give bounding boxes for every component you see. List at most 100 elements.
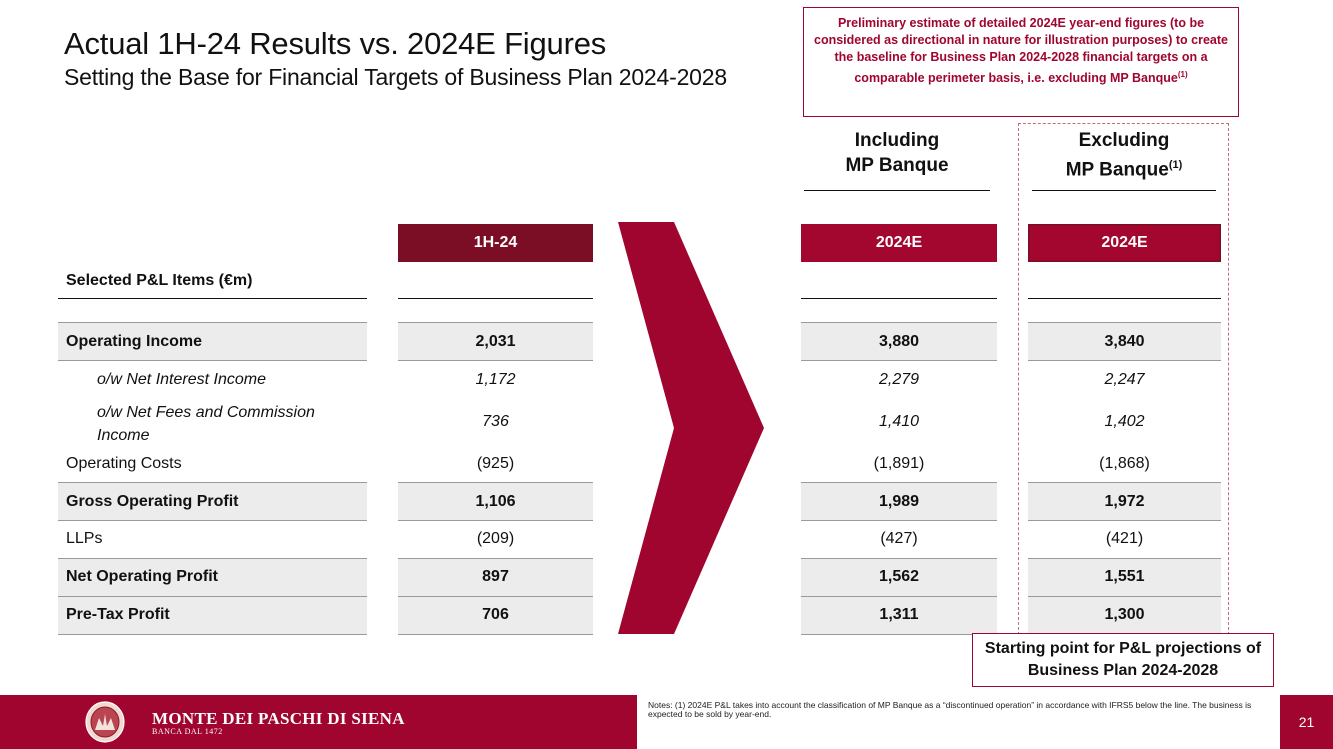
- cell-1h24: 1,172: [475, 371, 516, 388]
- excluding-header-text: MP Banque: [1065, 159, 1169, 181]
- including-header-rule: [804, 190, 990, 191]
- row-label-operating-costs: Operating Costs: [66, 455, 182, 472]
- page-number: 21: [1280, 695, 1333, 749]
- cell-2024e-excl: 3,840: [1104, 333, 1145, 350]
- row-separator: [398, 634, 593, 635]
- row-shade: [398, 559, 593, 596]
- row-label-net-interest-income: o/w Net Interest Income: [97, 371, 266, 388]
- row-separator: [58, 634, 367, 635]
- cell-1h24: 2,031: [475, 333, 516, 350]
- row-separator: [1028, 558, 1221, 559]
- row-shade: [58, 483, 367, 520]
- cell-1h24: 736: [482, 413, 509, 430]
- excluding-header-line2: MP Banque(1): [1032, 153, 1216, 182]
- row-label-pre-tax-profit: Pre-Tax Profit: [66, 606, 170, 623]
- starting-point-line2: Business Plan 2024-2028: [1027, 662, 1219, 679]
- column-header-2024e-excl: 2024E: [1028, 224, 1221, 262]
- cell-1h24: 1,106: [475, 493, 516, 510]
- row-separator: [1028, 360, 1221, 361]
- cell-2024e-incl: (1,891): [873, 455, 925, 472]
- starting-point-line1: Starting point for P&L projections of: [984, 640, 1262, 657]
- including-header-line1: Including: [854, 130, 940, 151]
- brand-subtitle: BANCA DAL 1472: [152, 727, 223, 736]
- row-separator: [1028, 520, 1221, 521]
- row-shade: [398, 483, 593, 520]
- cell-2024e-excl: (421): [1105, 530, 1144, 547]
- row-shade: [801, 597, 997, 634]
- excluding-mp-banque-header: Excluding MP Banque(1): [1032, 128, 1216, 182]
- row-shade: [1028, 597, 1221, 634]
- row-shade: [398, 597, 593, 634]
- column-header-1h24: 1H-24: [398, 224, 593, 262]
- row-separator: [1028, 596, 1221, 597]
- row-separator: [398, 596, 593, 597]
- callout-footnote-ref: (1): [1177, 70, 1188, 79]
- section-rule-label: [58, 298, 367, 299]
- row-shade: [801, 323, 997, 360]
- cell-2024e-incl: 1,311: [879, 606, 919, 623]
- row-separator: [1028, 322, 1221, 323]
- chevron-right-icon: [618, 222, 764, 634]
- section-rule-1h24: [398, 298, 593, 299]
- cell-2024e-excl: 1,300: [1104, 606, 1145, 623]
- footnote: Notes: (1) 2024E P&L takes into account …: [648, 700, 1252, 719]
- row-separator: [398, 322, 593, 323]
- row-separator: [801, 520, 997, 521]
- row-separator: [58, 596, 367, 597]
- cell-2024e-incl: 1,989: [878, 493, 920, 510]
- row-separator: [58, 482, 367, 483]
- including-mp-banque-header: Including MP Banque: [804, 128, 990, 178]
- page-title: Actual 1H-24 Results vs. 2024E Figures: [64, 26, 607, 61]
- row-label-llps: LLPs: [66, 530, 103, 547]
- cell-2024e-incl: 2,279: [878, 371, 920, 388]
- row-shade: [801, 559, 997, 596]
- section-label: Selected P&L Items (€m): [66, 272, 253, 289]
- row-label-gross-operating-profit: Gross Operating Profit: [66, 493, 239, 510]
- section-rule-incl: [801, 298, 997, 299]
- row-shade: [1028, 323, 1221, 360]
- row-separator: [398, 520, 593, 521]
- cell-2024e-incl: 1,562: [878, 568, 920, 585]
- row-separator: [801, 634, 997, 635]
- cell-1h24: 706: [482, 606, 509, 623]
- excluding-header-rule: [1032, 190, 1216, 191]
- cell-1h24: (209): [476, 530, 515, 547]
- row-label-operating-income: Operating Income: [66, 333, 203, 350]
- row-separator: [58, 558, 367, 559]
- row-separator: [801, 360, 997, 361]
- row-shade: [58, 597, 367, 634]
- row-shade: [398, 323, 593, 360]
- row-label-net-fees: o/w Net Fees and Commission Income: [97, 404, 315, 444]
- row-separator: [398, 558, 593, 559]
- row-shade: [58, 559, 367, 596]
- row-separator: [398, 482, 593, 483]
- cell-2024e-excl: 1,972: [1104, 493, 1145, 510]
- callout-text: Preliminary estimate of detailed 2024E y…: [814, 16, 1228, 86]
- cell-2024e-incl: 1,410: [878, 413, 920, 430]
- column-header-2024e-incl: 2024E: [801, 224, 997, 262]
- cell-2024e-incl: 3,880: [878, 333, 920, 350]
- row-label-net-operating-profit: Net Operating Profit: [66, 568, 219, 585]
- bank-seal-logo: [85, 701, 125, 743]
- row-separator: [801, 596, 997, 597]
- row-separator: [58, 360, 367, 361]
- row-separator: [398, 360, 593, 361]
- row-separator: [801, 322, 997, 323]
- row-shade: [1028, 559, 1221, 596]
- cell-2024e-excl: 1,402: [1104, 413, 1145, 430]
- row-shade: [801, 483, 997, 520]
- row-separator: [58, 520, 367, 521]
- cell-1h24: 897: [482, 568, 509, 585]
- brand-name: MONTE DEI PASCHI DI SIENA: [152, 709, 405, 728]
- cell-2024e-excl: 1,551: [1104, 568, 1145, 585]
- cell-1h24: (925): [476, 455, 515, 472]
- cell-2024e-excl: (1,868): [1099, 455, 1150, 472]
- row-separator: [58, 322, 367, 323]
- section-rule-excl: [1028, 298, 1221, 299]
- page-subtitle: Setting the Base for Financial Targets o…: [64, 64, 727, 90]
- row-separator: [801, 558, 997, 559]
- excluding-header-line1: Excluding: [1078, 130, 1170, 151]
- starting-point-callout: Starting point for P&L projections of Bu…: [972, 633, 1274, 687]
- cell-2024e-excl: 2,247: [1104, 371, 1145, 388]
- row-separator: [801, 482, 997, 483]
